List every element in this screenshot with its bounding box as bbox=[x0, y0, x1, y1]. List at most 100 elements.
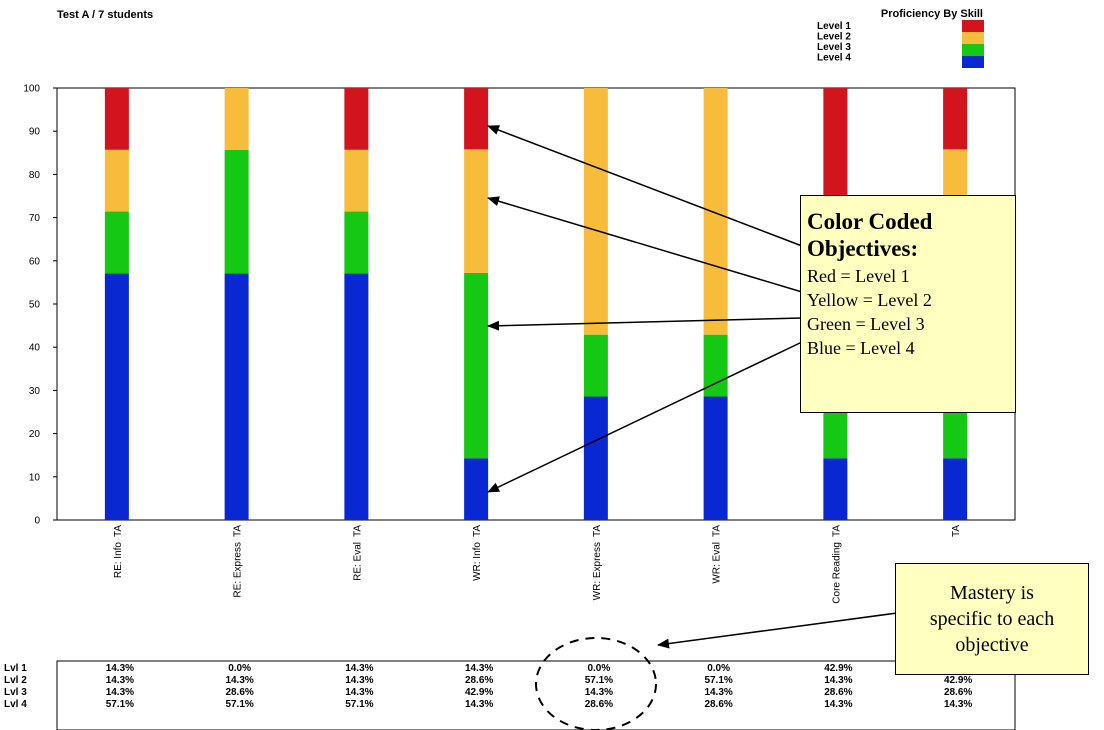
bar-segment-level-1 bbox=[943, 88, 968, 150]
mastery-line-2: specific to each bbox=[929, 608, 1055, 630]
data-table: Lvl 114.3%0.0%14.3%14.3%0.0%0.0%42.9%14.… bbox=[4, 663, 972, 710]
bar-segment-level-3 bbox=[583, 334, 608, 397]
x-tick-prefix: TA bbox=[113, 525, 124, 537]
callout-title-line1: Color Coded bbox=[807, 209, 933, 234]
test-info-label: Test A / 7 students bbox=[57, 9, 153, 21]
bar-segment-level-4 bbox=[823, 458, 848, 520]
mastery-callout: Mastery is specific to each objective bbox=[895, 563, 1089, 675]
y-tick-label: 100 bbox=[23, 84, 40, 95]
table-cell: 28.6% bbox=[704, 699, 732, 710]
x-tick-label: RE: Eval bbox=[352, 542, 363, 581]
arrow-to-level3 bbox=[487, 317, 803, 331]
table-cell: 14.3% bbox=[585, 687, 613, 698]
bar-segment-level-2 bbox=[583, 88, 608, 335]
x-tick-label: WR: Express bbox=[592, 542, 603, 600]
table-cell: 14.3% bbox=[465, 699, 493, 710]
table-cell: 57.1% bbox=[225, 699, 253, 710]
y-axis: 0 10 20 30 40 50 60 70 80 90 100 bbox=[23, 84, 57, 527]
table-cell: 42.9% bbox=[944, 675, 972, 686]
y-tick-label: 0 bbox=[34, 516, 40, 527]
bar-segment-level-1 bbox=[464, 88, 489, 150]
bar-segment-level-2 bbox=[104, 149, 129, 212]
x-tick-prefix: TA bbox=[352, 525, 363, 537]
table-cell: 14.3% bbox=[106, 663, 134, 674]
x-tick-label: WR: Eval bbox=[712, 542, 723, 584]
table-cell: 42.9% bbox=[824, 663, 852, 674]
table-cell: 14.3% bbox=[106, 675, 134, 686]
x-tick-label: RE: Express bbox=[233, 542, 244, 598]
table-cell: 28.6% bbox=[585, 699, 613, 710]
legend-swatch bbox=[962, 44, 984, 56]
y-tick-label: 60 bbox=[29, 256, 41, 267]
y-tick-label: 40 bbox=[29, 343, 41, 354]
table-cell: 14.3% bbox=[704, 687, 732, 698]
x-tick-prefix: TA bbox=[592, 525, 603, 537]
legend-title: Proficiency By Skill bbox=[881, 8, 983, 20]
bar-segment-level-4 bbox=[224, 273, 249, 520]
color-coded-objectives-callout: Color Coded Objectives: Red = Level 1 Ye… bbox=[800, 195, 1016, 413]
bar-segment-level-3 bbox=[464, 272, 489, 459]
data-table-frame bbox=[56, 660, 1016, 730]
table-cell: 14.3% bbox=[345, 675, 373, 686]
bar-segment-level-4 bbox=[464, 458, 489, 520]
callout-green-line: Green = Level 3 bbox=[807, 314, 925, 334]
annotation-arrows bbox=[487, 125, 898, 649]
bar-segment-level-1 bbox=[344, 88, 369, 150]
bar-segment-level-2 bbox=[224, 88, 249, 150]
callout-red-line: Red = Level 1 bbox=[807, 266, 910, 286]
legend-entry-label: Level 1 bbox=[817, 21, 851, 32]
x-axis-labels: TA RE: Info TA RE: Express TA RE: Eval TA WR: I… bbox=[113, 525, 962, 604]
table-row-label: Lvl 1 bbox=[4, 663, 27, 674]
x-tick-prefix: TA bbox=[831, 525, 842, 537]
y-tick-label: 50 bbox=[29, 300, 41, 311]
table-cell: 57.1% bbox=[345, 699, 373, 710]
arrow-to-level1 bbox=[487, 125, 803, 247]
arrow-to-mastery bbox=[657, 612, 898, 649]
x-tick-label: Core Reading bbox=[831, 542, 842, 604]
table-cell: 0.0% bbox=[707, 663, 730, 674]
bar-segment-level-3 bbox=[104, 211, 129, 274]
callout-blue-line: Blue = Level 4 bbox=[807, 338, 915, 358]
bar-segment-level-2 bbox=[464, 149, 489, 273]
bar-segment-level-3 bbox=[344, 211, 369, 274]
x-tick-label: WR: Info bbox=[472, 542, 483, 581]
x-tick-prefix: TA bbox=[472, 525, 483, 537]
table-cell: 0.0% bbox=[228, 663, 251, 674]
bar-segment-level-3 bbox=[703, 334, 728, 397]
bar-segment-level-4 bbox=[104, 273, 129, 520]
callout-yellow-line: Yellow = Level 2 bbox=[807, 290, 932, 310]
legend-swatch bbox=[962, 32, 984, 44]
table-cell: 42.9% bbox=[465, 687, 493, 698]
legend-swatch bbox=[962, 56, 984, 68]
legend-entry-label: Level 4 bbox=[817, 53, 851, 64]
legend-entry-label: Level 2 bbox=[817, 32, 851, 43]
x-tick-prefix: TA bbox=[233, 525, 244, 537]
arrow-to-level2 bbox=[487, 196, 803, 293]
table-cell: 28.6% bbox=[225, 687, 253, 698]
x-tick-label: RE: Info bbox=[113, 542, 124, 579]
mastery-dashed-circle bbox=[535, 637, 657, 730]
table-cell: 14.3% bbox=[345, 663, 373, 674]
x-tick-prefix: TA bbox=[712, 525, 723, 537]
mastery-line-1: Mastery is bbox=[950, 582, 1034, 604]
bar-segment-level-2 bbox=[344, 149, 369, 212]
arrow-to-level4 bbox=[487, 341, 803, 493]
table-cell: 14.3% bbox=[465, 663, 493, 674]
table-row-label: Lvl 3 bbox=[4, 687, 27, 698]
table-row-label: Lvl 4 bbox=[4, 699, 27, 710]
y-tick-label: 20 bbox=[29, 429, 41, 440]
table-cell: 57.1% bbox=[585, 675, 613, 686]
callout-title-line2: Objectives: bbox=[807, 236, 919, 261]
y-tick-label: 10 bbox=[29, 472, 41, 483]
bar-segment-level-1 bbox=[104, 88, 129, 150]
y-tick-label: 30 bbox=[29, 386, 41, 397]
table-cell: 14.3% bbox=[824, 699, 852, 710]
table-cell: 14.3% bbox=[106, 687, 134, 698]
y-tick-label: 80 bbox=[29, 170, 41, 181]
mastery-line-3: objective bbox=[955, 634, 1029, 656]
table-cell: 57.1% bbox=[106, 699, 134, 710]
table-cell: 28.6% bbox=[824, 687, 852, 698]
table-cell: 0.0% bbox=[587, 663, 610, 674]
legend-swatch bbox=[962, 20, 984, 32]
